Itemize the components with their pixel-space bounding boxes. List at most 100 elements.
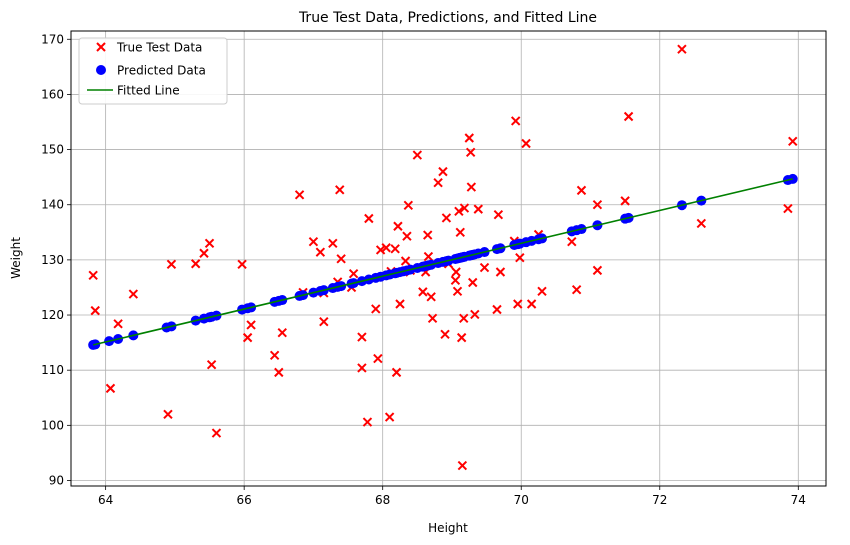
y-tick-label: 110 <box>41 363 64 377</box>
legend-marker-true <box>96 42 106 52</box>
y-axis-label: Weight <box>9 237 23 279</box>
y-tick-label: 100 <box>41 418 64 432</box>
x-axis-label: Height <box>428 521 468 535</box>
true-data-point <box>371 304 381 314</box>
true-data-point <box>526 299 537 309</box>
true-data-point <box>400 256 411 266</box>
true-data-point <box>381 243 391 253</box>
y-tick-label: 120 <box>41 308 64 322</box>
true-data-point <box>294 190 305 200</box>
true-data-point <box>335 185 345 195</box>
true-data-point <box>464 133 474 143</box>
true-data-point <box>521 138 531 149</box>
true-data-point <box>357 363 367 373</box>
legend: True Test Data Predicted Data Fitted Lin… <box>78 37 228 105</box>
true-data-point <box>438 166 448 177</box>
true-data-point <box>537 286 547 297</box>
true-data-point <box>696 218 707 229</box>
true-data-point <box>274 367 284 378</box>
true-data-point <box>393 221 403 231</box>
true-data-point <box>513 299 523 309</box>
true-data-point <box>423 251 434 262</box>
true-data-point <box>492 304 502 315</box>
true-data-point <box>677 44 687 54</box>
true-data-point <box>459 313 469 324</box>
y-tick-label: 160 <box>41 87 64 101</box>
x-tick-label: 64 <box>98 493 113 507</box>
true-data-point <box>206 359 217 370</box>
true-data-point <box>459 203 470 213</box>
true-data-point <box>592 265 603 276</box>
true-data-point <box>269 350 280 360</box>
true-data-point <box>450 275 461 285</box>
true-data-point <box>788 136 798 147</box>
true-data-point <box>373 353 383 364</box>
true-data-point <box>440 329 450 340</box>
true-data-point <box>391 367 402 378</box>
true-data-point <box>237 259 247 269</box>
true-data-point <box>348 268 359 279</box>
true-data-point <box>204 238 215 249</box>
legend-label-fitted: Fitted Line <box>117 84 180 98</box>
true-data-point <box>452 286 463 297</box>
true-data-point <box>592 200 603 210</box>
true-data-point <box>441 213 452 223</box>
x-tick-label: 70 <box>514 493 529 507</box>
true-data-point <box>308 236 319 247</box>
y-tick-label: 150 <box>41 143 64 157</box>
legend-marker-predicted <box>96 65 106 75</box>
true-data-point <box>427 313 438 324</box>
true-data-point <box>364 213 374 224</box>
y-tick-label: 170 <box>41 32 64 46</box>
true-data-point <box>495 267 506 277</box>
true-data-point <box>426 292 436 302</box>
true-data-point <box>246 320 256 330</box>
x-tick-label: 66 <box>237 493 252 507</box>
true-data-point <box>433 177 443 188</box>
true-data-point <box>90 305 100 316</box>
true-data-point <box>455 227 465 238</box>
true-data-point <box>384 412 395 422</box>
true-data-point <box>402 231 412 241</box>
legend-label-true: True Test Data <box>116 41 202 55</box>
true-data-point <box>315 247 326 257</box>
true-data-point <box>466 182 477 192</box>
true-data-point <box>423 230 433 240</box>
plot-frame <box>70 30 827 487</box>
true-data-point <box>357 332 367 342</box>
x-tick-label: 74 <box>791 493 806 507</box>
true-data-point <box>88 270 98 281</box>
true-data-point <box>470 309 480 320</box>
y-axis-ticks: 90 100 110 120 130 140 150 160 170 <box>41 32 71 487</box>
fitted-line-series <box>92 178 793 346</box>
true-data-point <box>576 185 587 196</box>
true-data-point <box>465 147 476 158</box>
true-data-point <box>412 150 423 160</box>
true-data-point <box>456 332 467 343</box>
true-data-point <box>454 206 464 217</box>
legend-box <box>78 37 228 105</box>
true-data-point <box>515 252 525 263</box>
true-data-point <box>403 200 414 210</box>
true-data-point <box>457 460 468 471</box>
true-data-point <box>473 204 483 214</box>
true-data-point <box>336 254 346 264</box>
true-data-point <box>418 287 428 297</box>
chart-title: True Test Data, Predictions, and Fitted … <box>298 10 597 26</box>
true-data-point <box>242 332 253 343</box>
y-tick-label: 130 <box>41 253 64 267</box>
true-data-point <box>319 316 329 327</box>
true-data-point <box>567 236 577 247</box>
fitted-line <box>92 178 793 346</box>
true-data-point <box>510 116 521 126</box>
legend-label-predicted: Predicted Data <box>117 64 206 78</box>
true-data-point <box>277 327 287 338</box>
true-data-point <box>493 209 504 220</box>
true-data-point <box>479 262 490 273</box>
true-data-point <box>783 203 793 214</box>
y-tick-label: 90 <box>49 473 64 487</box>
true-data-point <box>163 409 173 420</box>
x-tick-label: 72 <box>652 493 667 507</box>
y-tick-label: 140 <box>41 198 64 212</box>
true-data-point <box>113 319 123 329</box>
